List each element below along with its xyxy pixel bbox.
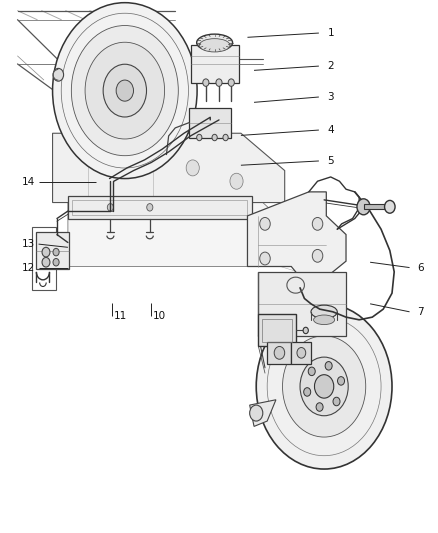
Circle shape xyxy=(85,42,165,139)
Ellipse shape xyxy=(311,305,337,318)
Text: 2: 2 xyxy=(327,61,334,71)
Bar xyxy=(32,227,56,290)
Text: 6: 6 xyxy=(417,263,424,272)
Text: 7: 7 xyxy=(417,307,424,317)
Circle shape xyxy=(312,217,323,230)
Text: 12: 12 xyxy=(22,263,35,273)
Bar xyxy=(258,272,346,336)
Circle shape xyxy=(297,348,306,358)
Circle shape xyxy=(304,387,311,396)
Polygon shape xyxy=(250,400,276,426)
Circle shape xyxy=(325,361,332,370)
Bar xyxy=(36,232,69,269)
Circle shape xyxy=(333,397,340,406)
Text: 5: 5 xyxy=(327,156,334,166)
Circle shape xyxy=(103,64,146,117)
Circle shape xyxy=(275,236,286,249)
Circle shape xyxy=(223,134,228,141)
Ellipse shape xyxy=(197,34,233,51)
Circle shape xyxy=(274,346,285,359)
Circle shape xyxy=(256,304,392,469)
Circle shape xyxy=(228,79,234,86)
Circle shape xyxy=(338,377,345,385)
Text: 4: 4 xyxy=(327,125,334,135)
Circle shape xyxy=(230,173,243,189)
Circle shape xyxy=(314,375,334,398)
Bar xyxy=(262,319,292,342)
Text: 11: 11 xyxy=(114,311,127,320)
Bar xyxy=(291,342,311,364)
Bar xyxy=(189,108,231,138)
Bar xyxy=(68,196,252,219)
Text: 10: 10 xyxy=(153,311,166,320)
Text: 1: 1 xyxy=(327,28,334,38)
Circle shape xyxy=(283,336,366,437)
Circle shape xyxy=(53,248,59,256)
Ellipse shape xyxy=(314,315,335,325)
Circle shape xyxy=(107,204,113,211)
Circle shape xyxy=(212,134,217,141)
Text: 14: 14 xyxy=(22,177,35,187)
Circle shape xyxy=(186,160,199,176)
Circle shape xyxy=(253,229,264,242)
Circle shape xyxy=(303,327,308,334)
Polygon shape xyxy=(247,192,346,277)
Circle shape xyxy=(308,367,315,376)
Text: 13: 13 xyxy=(22,239,35,249)
Circle shape xyxy=(53,68,64,81)
Circle shape xyxy=(53,3,197,179)
Polygon shape xyxy=(68,203,298,266)
Bar xyxy=(267,342,291,364)
Bar xyxy=(364,204,385,209)
Bar xyxy=(72,200,247,215)
Bar xyxy=(191,45,239,83)
Circle shape xyxy=(197,134,202,141)
Bar xyxy=(258,314,296,346)
Circle shape xyxy=(312,249,323,262)
Circle shape xyxy=(385,200,395,213)
Circle shape xyxy=(260,252,270,265)
Circle shape xyxy=(116,80,134,101)
Circle shape xyxy=(147,204,153,211)
Text: 3: 3 xyxy=(327,92,334,102)
Ellipse shape xyxy=(199,39,230,52)
Polygon shape xyxy=(53,133,285,203)
Circle shape xyxy=(53,259,59,266)
Circle shape xyxy=(42,247,50,257)
Circle shape xyxy=(357,199,370,215)
Circle shape xyxy=(216,79,222,86)
Circle shape xyxy=(300,357,348,416)
Circle shape xyxy=(71,26,178,156)
Circle shape xyxy=(42,257,50,267)
Circle shape xyxy=(250,405,263,421)
Circle shape xyxy=(260,217,270,230)
Circle shape xyxy=(203,79,209,86)
Circle shape xyxy=(316,403,323,411)
